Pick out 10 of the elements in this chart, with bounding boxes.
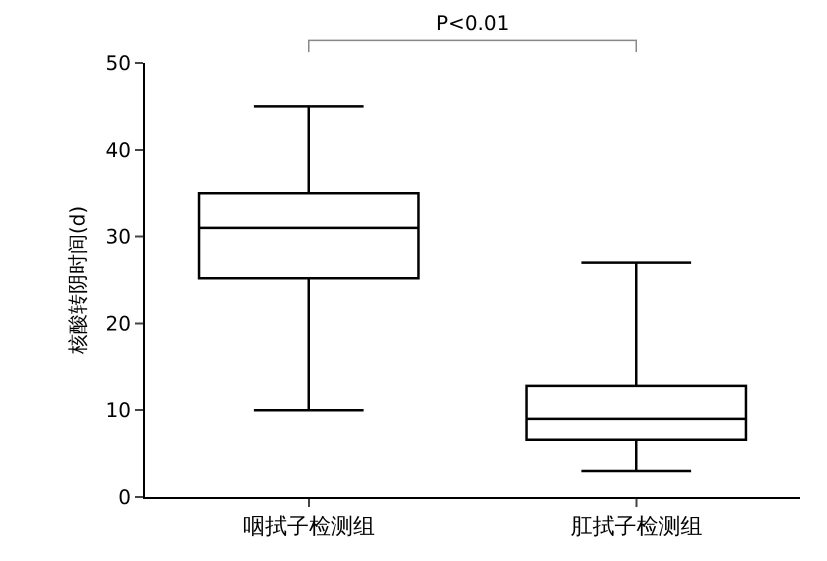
y-tick-label: 50 bbox=[106, 51, 131, 75]
y-tick-label: 40 bbox=[106, 138, 131, 162]
x-tick-label: 肛拭子检测组 bbox=[570, 514, 702, 540]
y-tick-label: 0 bbox=[118, 485, 131, 509]
y-tick-label: 30 bbox=[106, 224, 131, 249]
y-tick-label: 10 bbox=[106, 398, 131, 422]
x-tick-label: 咽拭子检测组 bbox=[242, 514, 375, 540]
y-tick-label: 20 bbox=[106, 311, 131, 336]
text: P<0.01 bbox=[436, 11, 510, 35]
y-axis-title: 核酸转阴时间(d) bbox=[66, 206, 90, 356]
